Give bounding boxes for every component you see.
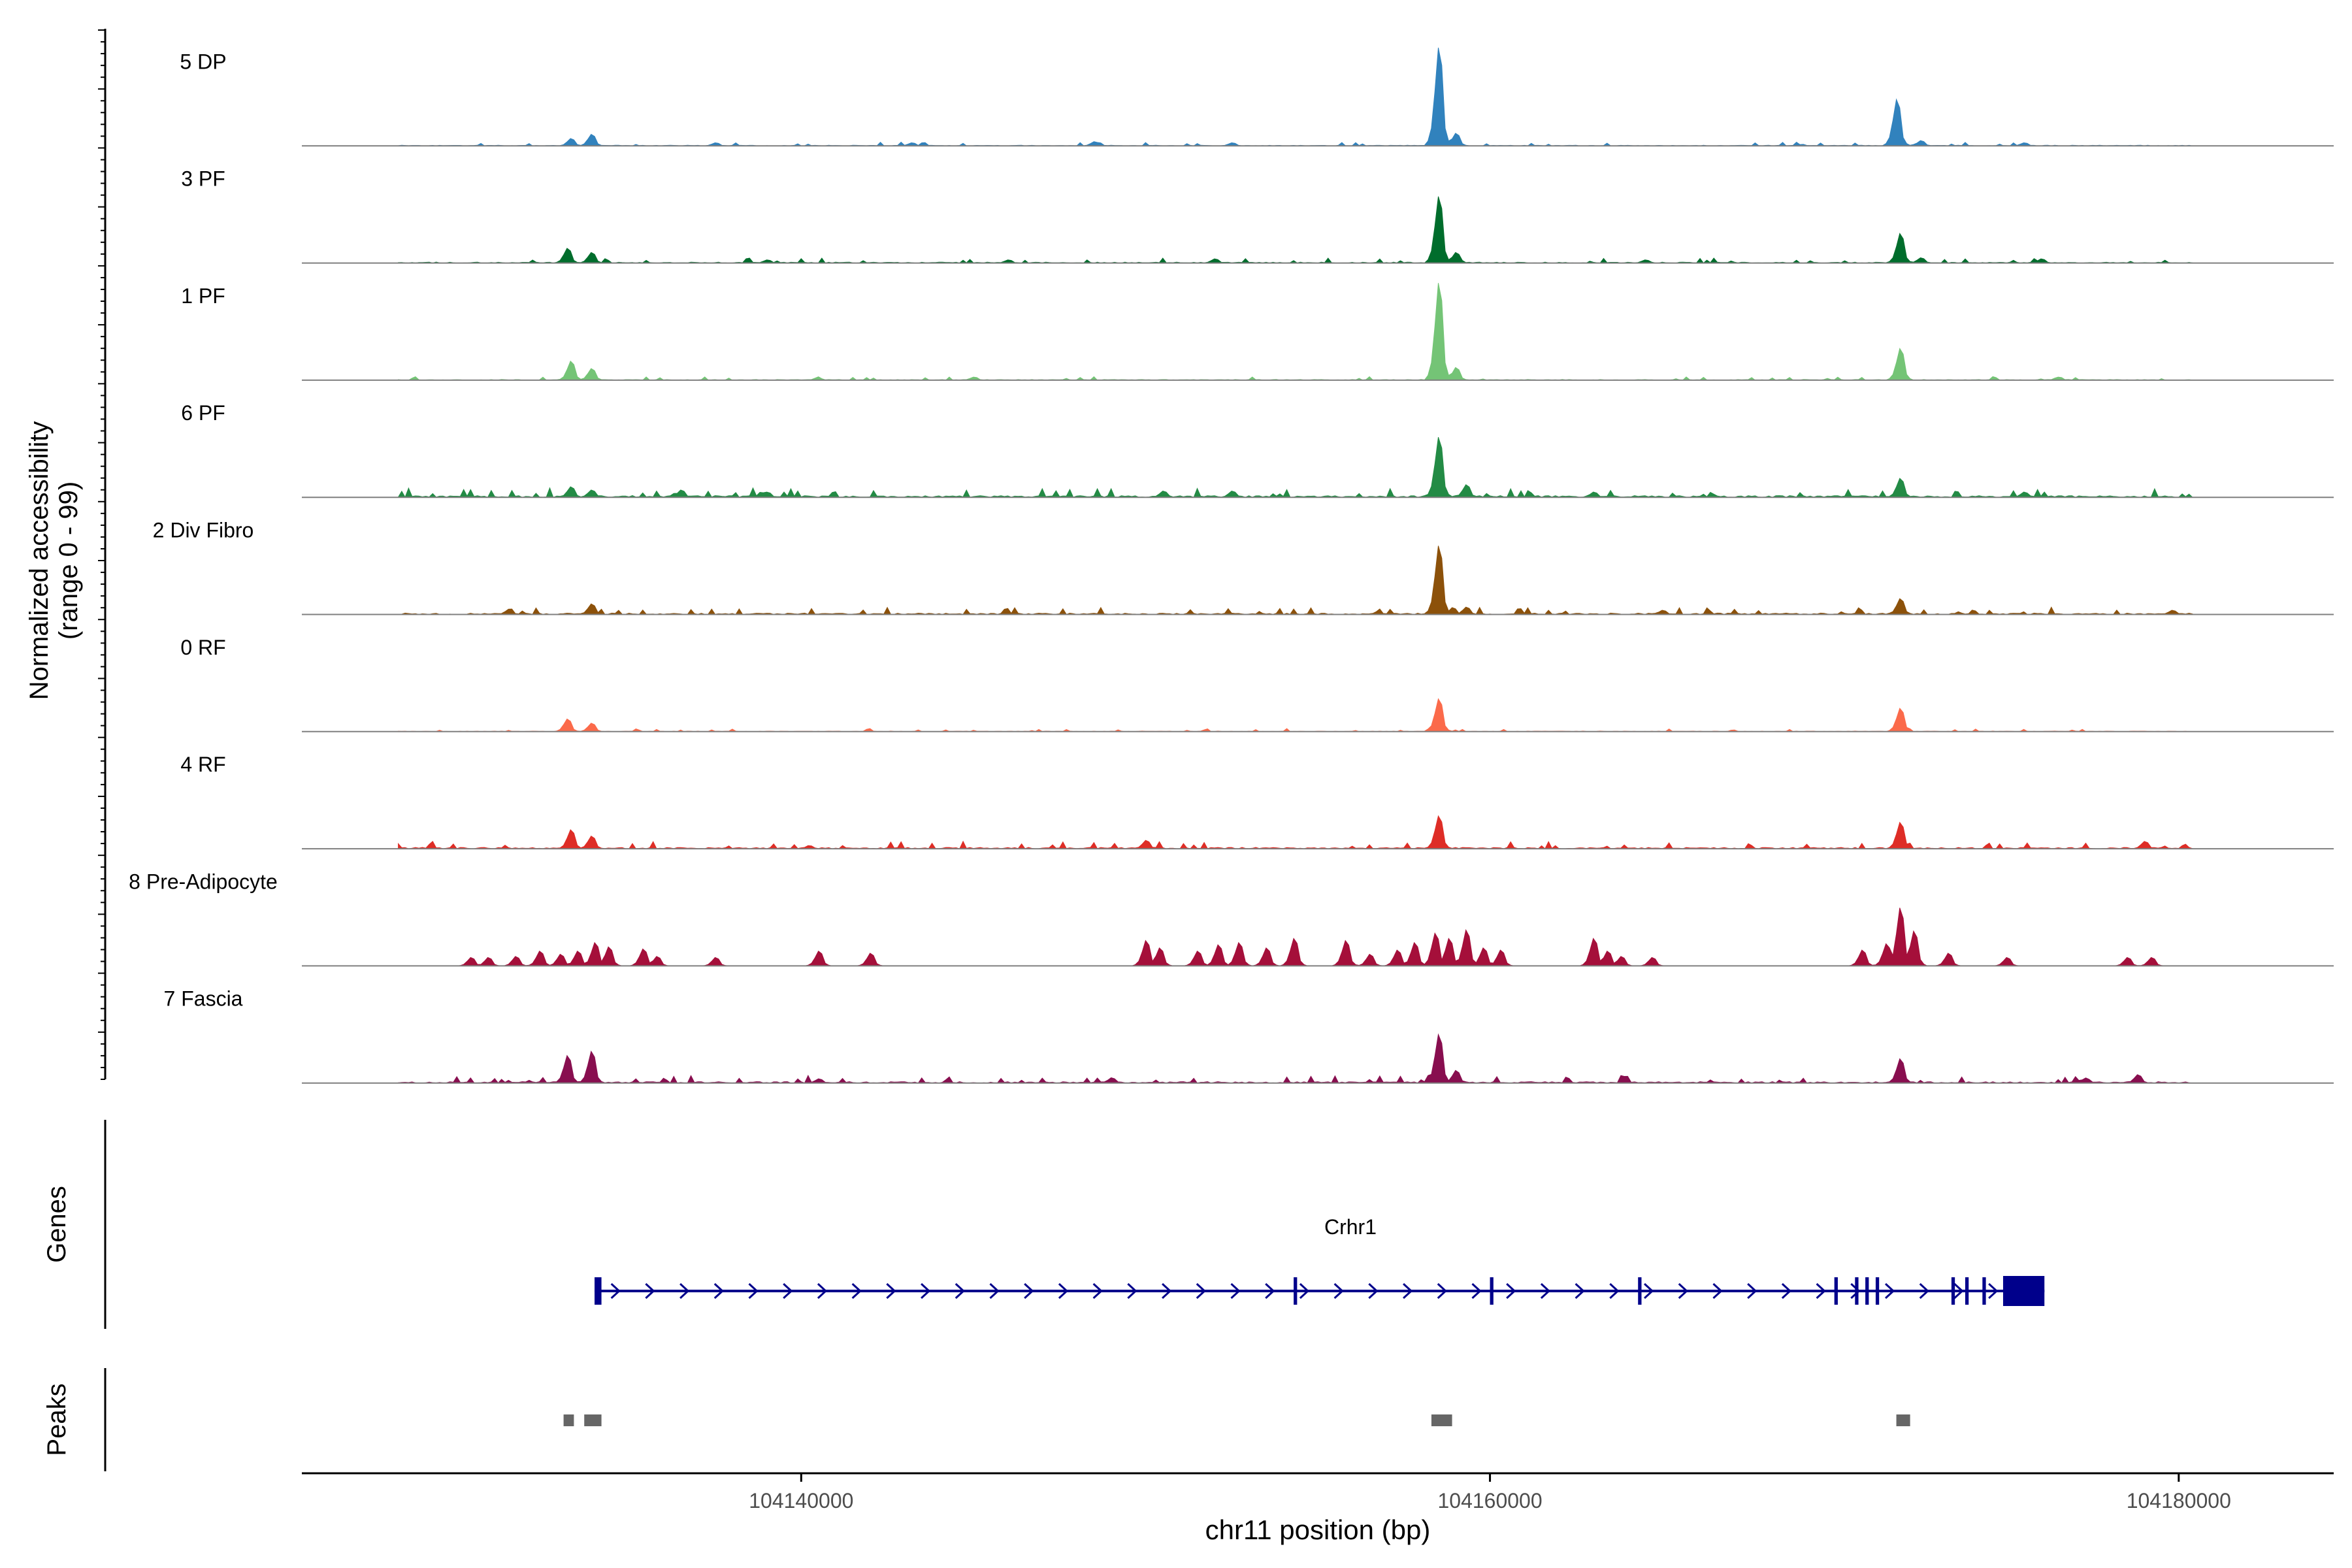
gene-exon	[1982, 1277, 1986, 1305]
track-label: 1 PF	[181, 284, 225, 308]
gene-strand-arrow	[1196, 1282, 1206, 1299]
gene-strand-arrow	[1816, 1282, 1826, 1299]
track-signal-area	[398, 1033, 2193, 1084]
gene-strand-arrow	[679, 1282, 690, 1299]
gene-model	[595, 1276, 2045, 1306]
gene-strand-arrow	[1471, 1282, 1482, 1299]
gene-strand-arrow	[1953, 1282, 1964, 1299]
x-axis-title: chr11 position (bp)	[1205, 1514, 1431, 1545]
gene-strand-arrow	[1609, 1282, 1620, 1299]
peak-panel: Peaks	[42, 1368, 1910, 1471]
gene-strand-arrow	[1058, 1282, 1069, 1299]
track-5-dp: 5 DP	[180, 47, 2334, 147]
gene-strand-arrow	[1162, 1282, 1172, 1299]
track-2-div-fibro: 2 Div Fibro	[153, 519, 2334, 615]
peak-region-box	[563, 1414, 574, 1426]
y-axis-range-label: (range 0 - 99)	[54, 482, 83, 640]
gene-strand-arrow	[851, 1282, 862, 1299]
gene-strand-arrow	[783, 1282, 793, 1299]
coverage-tracks: 5 DP 3 PF 1 PF 6 PF 2 Div Fibro 0 RF 4 RF 8 Pre…	[129, 47, 2334, 1084]
track-label: 0 RF	[180, 636, 225, 659]
gene-exon	[1490, 1277, 1494, 1305]
track-signal-area	[398, 546, 2193, 615]
track-label: 8 Pre-Adipocyte	[129, 870, 278, 893]
track-8-pre-adipocyte: 8 Pre-Adipocyte	[129, 870, 2334, 967]
gene-strand-arrow	[645, 1282, 655, 1299]
peak-region-box	[1896, 1414, 1910, 1426]
track-7-fascia: 7 Fascia	[164, 987, 2334, 1084]
track-label: 4 RF	[180, 753, 225, 776]
gene-exon	[1855, 1277, 1859, 1305]
gene-strand-arrow	[1024, 1282, 1034, 1299]
gene-strand-arrow	[1712, 1282, 1723, 1299]
gene-strand-arrow	[886, 1282, 896, 1299]
gene-strand-arrow	[1575, 1282, 1585, 1299]
gene-strand-arrow	[748, 1282, 759, 1299]
gene-strand-arrow	[1540, 1282, 1551, 1299]
track-label: 6 PF	[181, 401, 225, 425]
gene-exon	[1965, 1277, 1969, 1305]
gene-exon	[1638, 1277, 1642, 1305]
gene-exon	[1834, 1277, 1838, 1305]
track-1-pf: 1 PF	[181, 283, 2334, 381]
x-axis-ticks: 104140000 104160000 104180000	[749, 1473, 2231, 1512]
gene-strand-arrow	[955, 1282, 966, 1299]
peaks-label: Peaks	[42, 1383, 71, 1456]
gene-strand-arrow	[1919, 1282, 1929, 1299]
gene-exon	[1875, 1277, 1880, 1305]
peak-regions	[563, 1414, 1910, 1426]
track-4-rf: 4 RF	[180, 753, 2334, 850]
gene-strand-arrow	[817, 1282, 828, 1299]
gene-strand-arrow	[1403, 1282, 1413, 1299]
gene-strand-arrow	[1644, 1282, 1654, 1299]
gene-strand-arrow	[1092, 1282, 1103, 1299]
gene-strand-arrow	[1265, 1282, 1275, 1299]
gene-strand-arrow	[1747, 1282, 1757, 1299]
gene-strand-arrow	[1299, 1282, 1310, 1299]
gene-exon	[2002, 1276, 2045, 1306]
peak-region-box	[1431, 1414, 1452, 1426]
gene-strand-arrow	[1678, 1282, 1688, 1299]
gene-strand-arrow	[1333, 1282, 1344, 1299]
gene-strand-arrow	[1885, 1282, 1895, 1299]
gene-name-label: Crhr1	[1324, 1215, 1377, 1239]
gene-strand-arrow	[921, 1282, 931, 1299]
x-axis-tick-label: 104160000	[1437, 1489, 1542, 1512]
gene-strand-arrow	[1781, 1282, 1792, 1299]
track-6-pf: 6 PF	[181, 401, 2334, 498]
gene-strand-arrow	[610, 1282, 621, 1299]
track-0-rf: 0 RF	[180, 636, 2334, 732]
track-label: 7 Fascia	[164, 987, 243, 1011]
x-axis: 104140000 104160000 104180000 chr11 positi…	[302, 1472, 2334, 1545]
y-axis-label: Normalized accessibility	[25, 421, 54, 700]
gene-panel: Genes Crhr1	[42, 1120, 2045, 1329]
gene-exon	[1951, 1277, 1955, 1305]
gene-exon	[595, 1277, 602, 1305]
track-label: 5 DP	[180, 50, 226, 73]
gene-strand-arrow	[1127, 1282, 1137, 1299]
gene-strand-arrow	[713, 1282, 725, 1299]
gene-strand-arrow	[1850, 1282, 1861, 1299]
track-signal-area	[398, 436, 2193, 498]
gene-exon	[1294, 1277, 1298, 1305]
gene-strand-arrow	[989, 1282, 1000, 1299]
gene-strand-arrow	[1988, 1282, 1999, 1299]
track-3-pf: 3 PF	[181, 167, 2334, 264]
gene-strand-arrow	[1368, 1282, 1379, 1299]
peak-region-box	[584, 1414, 602, 1426]
y-axis-ticks	[98, 29, 105, 1080]
gene-strand-arrow	[1230, 1282, 1241, 1299]
genes-label: Genes	[42, 1186, 71, 1263]
x-axis-tick-label: 104180000	[2127, 1489, 2231, 1512]
gene-strand-arrow	[1437, 1282, 1447, 1299]
gene-exon	[1865, 1277, 1869, 1305]
track-label: 3 PF	[181, 167, 225, 191]
gene-strand-arrow	[1506, 1282, 1516, 1299]
x-axis-tick-label: 104140000	[749, 1489, 853, 1512]
y-axis-accessibility	[98, 29, 106, 1080]
track-label: 2 Div Fibro	[153, 519, 254, 542]
